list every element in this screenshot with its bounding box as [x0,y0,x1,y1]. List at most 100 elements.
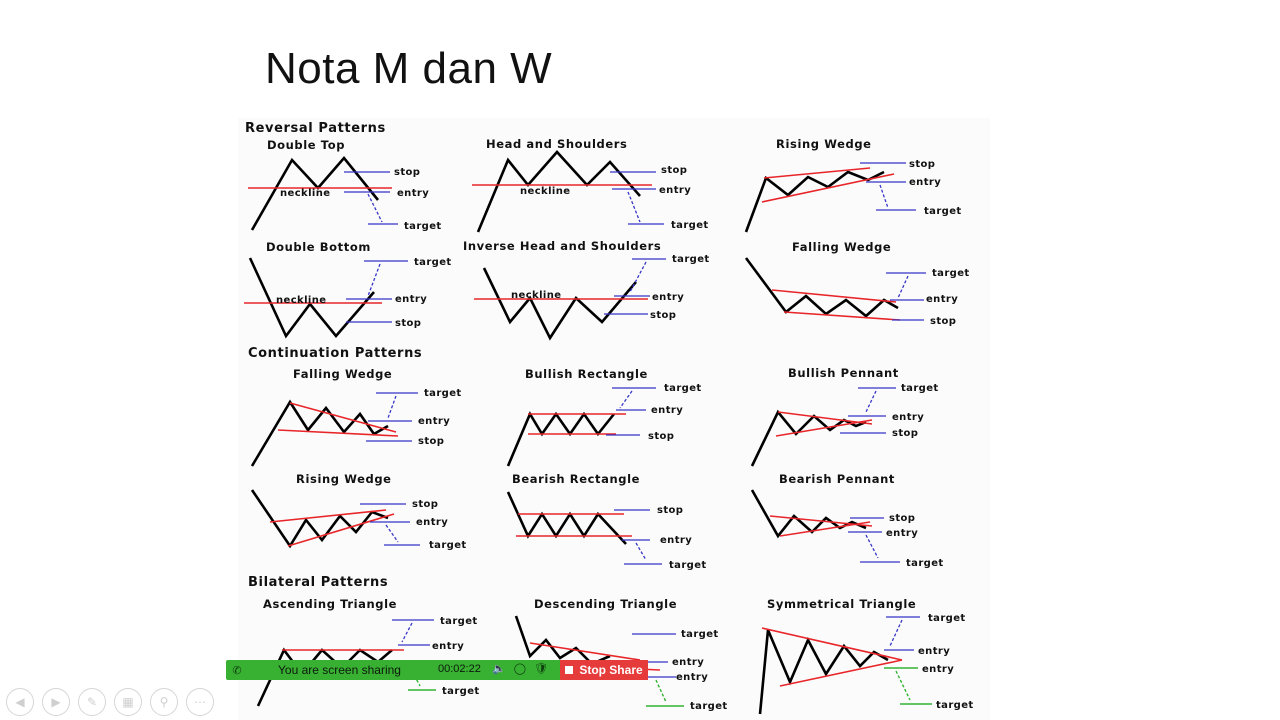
entry-label-lower: entry [922,664,954,675]
pattern-inverse-head-and-shoulders: Inverse Head and Shoulders neckline targ… [463,239,710,341]
pattern-bearish-rectangle: Bearish Rectangle stop entry target [506,472,707,571]
pattern-title: Rising Wedge [776,137,872,151]
target-label: target [404,221,442,232]
screen-sharing-bar[interactable]: ✆ You are screen sharing 00:02:22 🔈 ◯ 🛡 … [226,660,648,680]
pattern-rising-wedge-continuation: Rising Wedge stop entry target [250,472,467,551]
previous-slide-button[interactable]: ◀ [6,688,34,716]
target-label: target [671,220,709,231]
stop-label: stop [930,316,956,327]
pattern-title: Symmetrical Triangle [767,597,916,611]
slideshow-toolbar: ◀ ▶ ✎ ▦ ⚲ ⋯ [6,688,214,716]
speaker-icon[interactable]: 🔈 [492,663,506,675]
pattern-title: Falling Wedge [792,240,891,254]
neckline-label: neckline [520,186,570,197]
section-continuation: Continuation Patterns [248,346,422,361]
entry-label: entry [672,657,704,668]
target-label: target [672,254,710,265]
entry-label: entry [418,416,450,427]
more-options-button[interactable]: ⋯ [186,688,214,716]
pattern-title: Double Bottom [266,240,371,254]
neckline-label: neckline [280,188,330,199]
stop-share-button[interactable]: Stop Share [560,660,648,680]
stop-label: stop [394,167,420,178]
pattern-bullish-rectangle: Bullish Rectangle target entry stop [506,367,702,467]
stop-label: stop [657,505,683,516]
pattern-title: Bullish Rectangle [525,367,648,381]
pattern-ascending-triangle: Ascending Triangle target entry target [256,597,480,707]
stop-label: stop [892,428,918,439]
section-bilateral: Bilateral Patterns [248,575,388,590]
entry-label: entry [886,528,918,539]
pattern-title: Rising Wedge [296,472,392,486]
entry-label: entry [432,641,464,652]
target-label: target [924,206,962,217]
target-label: target [414,257,452,268]
zoom-button[interactable]: ⚲ [150,688,178,716]
target-label-lower: target [936,700,974,711]
stop-label: stop [909,159,935,170]
pattern-title: Ascending Triangle [263,597,397,611]
stop-label: stop [889,513,915,524]
stop-label: stop [395,318,421,329]
entry-label: entry [651,405,683,416]
target-label: target [932,268,970,279]
pattern-title: Falling Wedge [293,367,392,381]
entry-label: entry [395,294,427,305]
stop-label: stop [648,431,674,442]
target-label: target [681,629,719,640]
pen-tool-button[interactable]: ✎ [78,688,106,716]
section-reversal: Reversal Patterns [245,121,386,136]
neckline-label: neckline [511,290,561,301]
target-label: target [429,540,467,551]
next-slide-button[interactable]: ▶ [42,688,70,716]
entry-label: entry [926,294,958,305]
target-label: target [664,383,702,394]
pattern-falling-wedge-reversal: Falling Wedge target entry stop [744,240,970,327]
pattern-symmetrical-triangle: Symmetrical Triangle target entry entry … [758,597,974,715]
pattern-head-and-shoulders: Head and Shoulders neckline stop entry t… [472,137,709,233]
stop-label: stop [412,499,438,510]
slide-title: Nota M dan W [265,44,553,93]
stop-label: stop [418,436,444,447]
sharing-timer: 00:02:22 [438,663,481,675]
pattern-title: Double Top [267,138,345,152]
pattern-bearish-pennant: Bearish Pennant stop entry target [750,472,944,569]
target-label: target [901,383,939,394]
target-label: target [424,388,462,399]
entry-label: entry [660,535,692,546]
pattern-title: Descending Triangle [534,597,677,611]
pattern-double-bottom: Double Bottom neckline target entry stop [244,240,452,339]
entry-label: entry [918,646,950,657]
pattern-title: Head and Shoulders [486,137,627,151]
pattern-title: Inverse Head and Shoulders [463,239,661,253]
pattern-falling-wedge-continuation: Falling Wedge target entry stop [250,367,462,467]
stop-label: stop [661,165,687,176]
see-all-slides-button[interactable]: ▦ [114,688,142,716]
shield-icon[interactable]: 🛡 [534,663,548,675]
pattern-rising-wedge-reversal: Rising Wedge stop entry target [744,137,962,233]
pattern-title: Bullish Pennant [788,366,899,380]
pattern-title: Bearish Pennant [779,472,895,486]
target-label: target [440,616,478,627]
pattern-title: Bearish Rectangle [512,472,640,486]
neckline-label: neckline [276,295,326,306]
entry-label: entry [909,177,941,188]
target-label: target [906,558,944,569]
stop-square-icon [565,666,574,674]
stop-label: stop [650,310,676,321]
target-label-lower: target [442,686,480,697]
entry-label: entry [659,185,691,196]
target-label: target [928,613,966,624]
entry-label: entry [892,412,924,423]
target-label-lower: target [690,701,728,712]
pattern-bullish-pennant: Bullish Pennant target entry stop [750,366,939,467]
info-circle-icon[interactable]: ◯ [513,663,527,675]
entry-label: entry [397,188,429,199]
stop-share-label: Stop Share [579,663,643,677]
phone-icon: ✆ [232,664,242,677]
entry-label: entry [416,517,448,528]
target-label: target [669,560,707,571]
entry-label-lower: entry [676,672,708,683]
entry-label: entry [652,292,684,303]
